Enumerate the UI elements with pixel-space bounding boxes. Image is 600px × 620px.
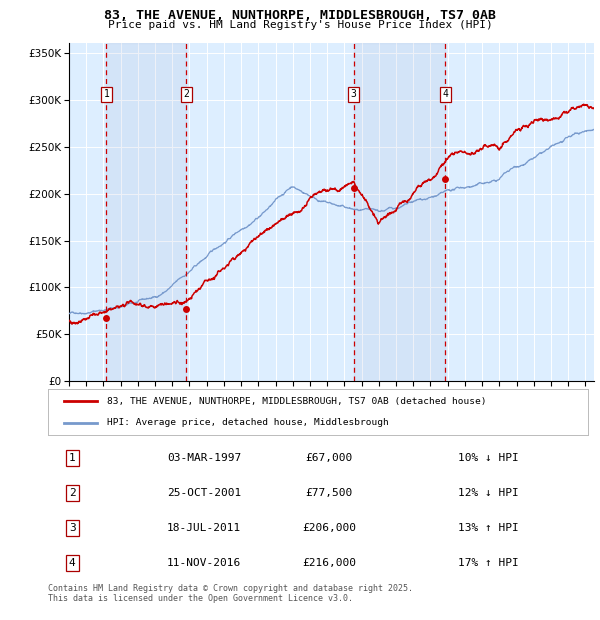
Text: HPI: Average price, detached house, Middlesbrough: HPI: Average price, detached house, Midd…: [107, 418, 389, 427]
Text: £77,500: £77,500: [305, 488, 352, 498]
Text: Contains HM Land Registry data © Crown copyright and database right 2025.
This d: Contains HM Land Registry data © Crown c…: [48, 584, 413, 603]
Text: £216,000: £216,000: [302, 558, 356, 568]
Text: 03-MAR-1997: 03-MAR-1997: [167, 453, 241, 463]
Text: Price paid vs. HM Land Registry's House Price Index (HPI): Price paid vs. HM Land Registry's House …: [107, 20, 493, 30]
Text: 3: 3: [69, 523, 76, 533]
Text: 2: 2: [69, 488, 76, 498]
Bar: [354, 43, 445, 381]
Text: £206,000: £206,000: [302, 523, 356, 533]
Text: 83, THE AVENUE, NUNTHORPE, MIDDLESBROUGH, TS7 0AB: 83, THE AVENUE, NUNTHORPE, MIDDLESBROUGH…: [104, 9, 496, 22]
Bar: [106, 43, 187, 381]
Text: 25-OCT-2001: 25-OCT-2001: [167, 488, 241, 498]
Text: 4: 4: [69, 558, 76, 568]
Text: £67,000: £67,000: [305, 453, 352, 463]
Text: 3: 3: [351, 89, 356, 99]
Text: 1: 1: [69, 453, 76, 463]
Text: 11-NOV-2016: 11-NOV-2016: [167, 558, 241, 568]
Text: 2: 2: [184, 89, 190, 99]
Text: 12% ↓ HPI: 12% ↓ HPI: [458, 488, 519, 498]
Text: 17% ↑ HPI: 17% ↑ HPI: [458, 558, 519, 568]
Text: 18-JUL-2011: 18-JUL-2011: [167, 523, 241, 533]
Text: 1: 1: [103, 89, 109, 99]
Text: 83, THE AVENUE, NUNTHORPE, MIDDLESBROUGH, TS7 0AB (detached house): 83, THE AVENUE, NUNTHORPE, MIDDLESBROUGH…: [107, 397, 487, 406]
Text: 13% ↑ HPI: 13% ↑ HPI: [458, 523, 519, 533]
Text: 10% ↓ HPI: 10% ↓ HPI: [458, 453, 519, 463]
Text: 4: 4: [443, 89, 448, 99]
